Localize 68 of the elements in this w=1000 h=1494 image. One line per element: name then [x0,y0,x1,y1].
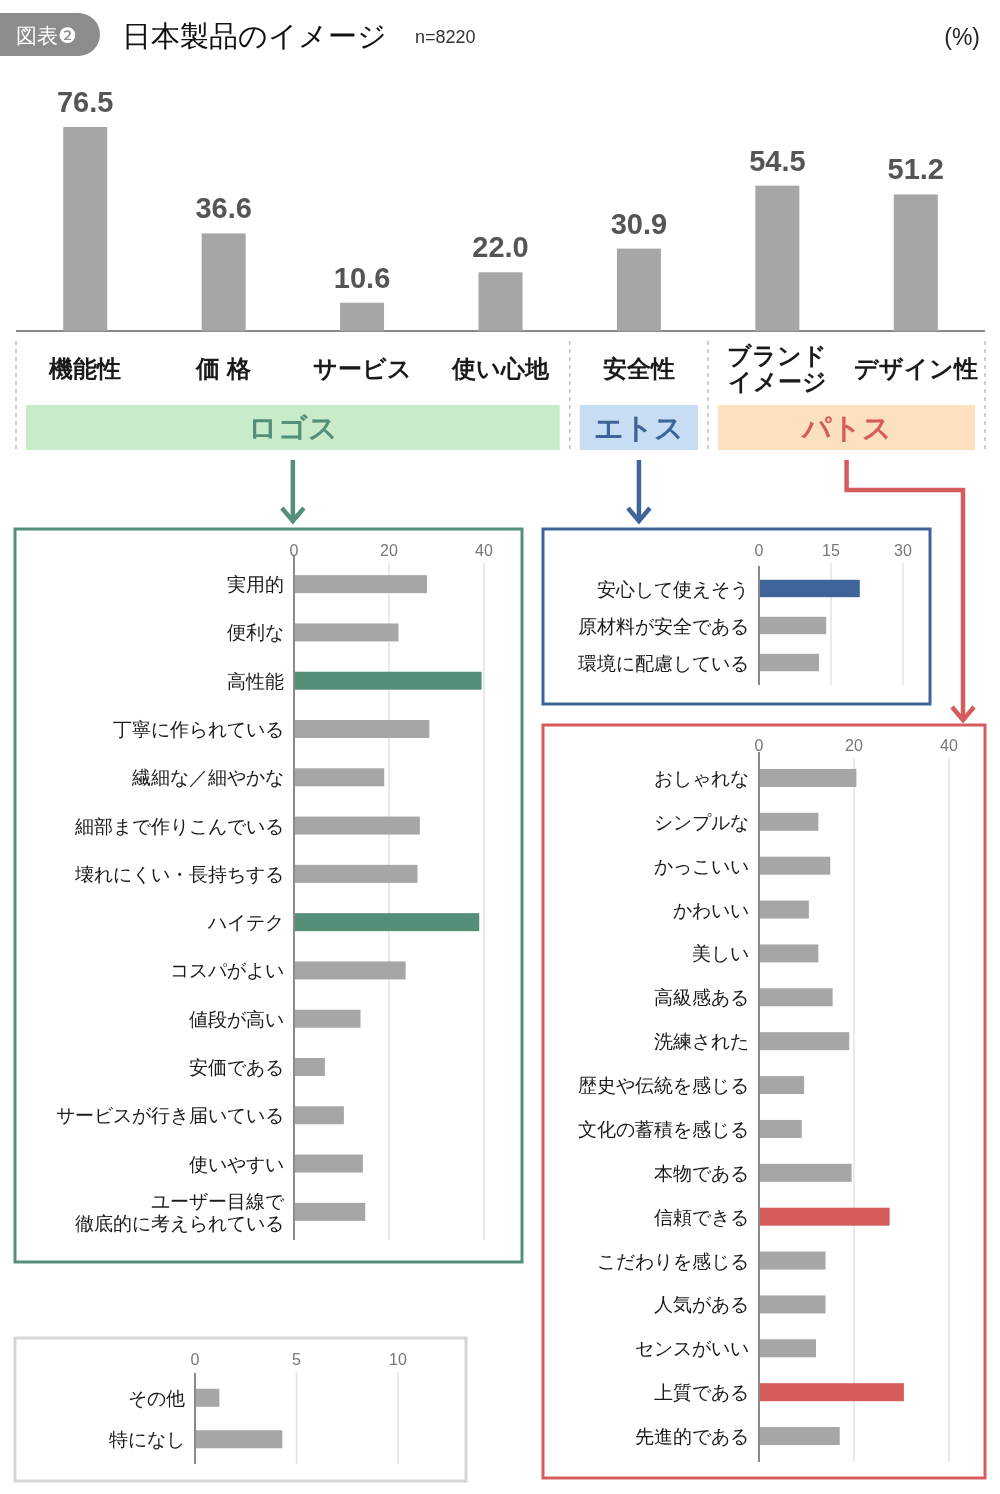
category-label: 安全性 [602,354,675,382]
category-label: 高性能 [227,670,284,692]
category-label: 高級感ある [654,986,749,1008]
tick-label: 40 [940,736,958,754]
category-label: 壊れにくい・長持ちする [75,863,284,885]
category-label: 使い心地 [452,354,549,382]
title: 日本製品のイメージ [122,20,387,52]
category-label: 原材料が安全である [578,615,749,636]
category-label: 使いやすい [189,1153,284,1175]
category-label: ユーザー目線で徹底的に考えられている [75,1190,284,1234]
category-label: 価 格 [196,354,251,382]
category-label: センスがいい [635,1337,749,1359]
annotation: (%) [944,24,980,50]
category-label: 特になし [109,1428,185,1450]
category-label: 繊細な／細やかな [132,766,284,788]
category-label: 美しい [692,942,749,964]
category-label: コスパがよい [170,959,284,981]
category-label: 細部まで作りこんでいる [75,815,284,837]
category-label: おしゃれな [654,767,749,789]
value-label: 10.6 [333,261,391,294]
category-label: 値段が高い [189,1008,284,1030]
category-label: 安心して使えそう [597,578,749,599]
category-label: 人気がある [654,1293,749,1315]
annotation: 図表❷ [0,13,100,56]
category-label: 安価である [189,1056,284,1078]
value-label: 51.2 [887,153,944,186]
category-label: ブランドイメージ [727,341,828,395]
tick-label: 0 [289,541,299,559]
value-label: 22.0 [472,231,529,264]
category-label: 環境に配慮している [578,652,749,673]
category-label: 実用的 [227,573,284,595]
annotation: エトス [579,405,699,450]
category-label: サービスが行き届いている [56,1104,284,1126]
tick-label: 0 [754,736,764,754]
tick-label: 0 [754,541,764,559]
category-label: 便利な [227,621,284,643]
category-label: 信頼できる [654,1206,749,1228]
category-label: ハイテク [208,911,284,933]
category-label: 先進的である [635,1425,749,1447]
category-label: サービス [312,354,412,382]
subtitle: n=8220 [415,27,476,47]
value-label: 76.5 [57,86,114,118]
tick-label: 0 [190,1350,200,1368]
category-label: 本物である [654,1162,749,1184]
category-label: デザイン性 [853,354,978,382]
category-label: 丁寧に作られている [113,718,284,740]
annotation: パトス [718,405,975,450]
category-label: 上質である [654,1381,749,1403]
tick-label: 20 [380,541,398,559]
tick-label: 5 [292,1350,301,1368]
tick-label: 15 [822,541,840,559]
annotation: ロゴス [26,405,560,450]
value-label: 30.9 [610,207,668,240]
value-label: 36.6 [195,192,252,225]
category-label: その他 [128,1387,185,1409]
category-label: かわいい [673,899,749,921]
category-label: 文化の蓄積を感じる [578,1118,749,1140]
category-label: 歴史や伝統を感じる [578,1074,749,1096]
category-label: 機能性 [49,354,122,382]
tick-label: 30 [894,541,912,559]
tick-label: 10 [389,1350,407,1368]
value-label: 54.5 [749,144,806,177]
category-label: かっこいい [654,855,749,877]
tick-label: 40 [475,541,493,559]
category-label: 洗練された [654,1030,749,1052]
category-label: こだわりを感じる [597,1250,749,1272]
category-label: シンプルな [654,811,749,833]
tick-label: 20 [845,736,863,754]
